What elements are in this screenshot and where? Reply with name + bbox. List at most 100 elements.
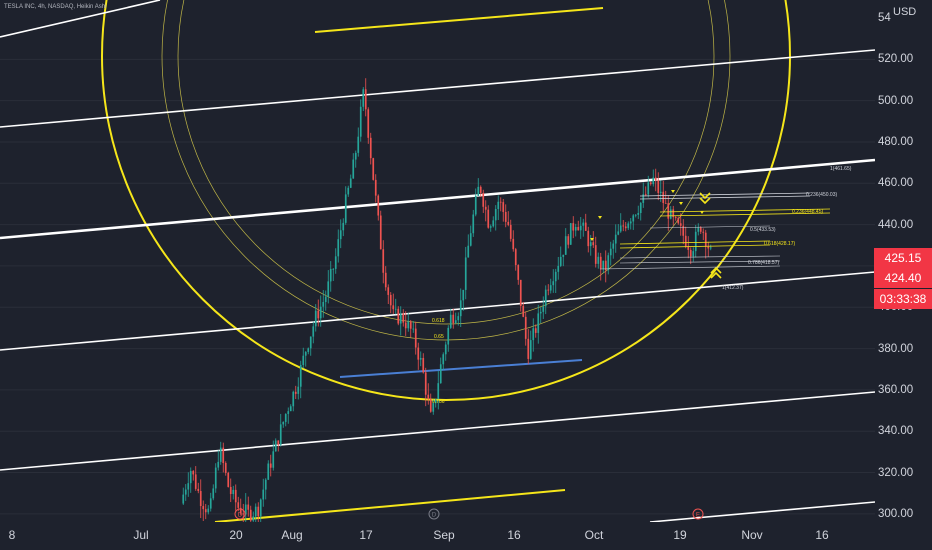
candle-body: [514, 249, 517, 266]
fib-level-line[interactable]: [619, 244, 771, 249]
fib-retracement[interactable]: [599, 192, 831, 270]
candle-body: [589, 242, 592, 247]
trendline-5[interactable]: [649, 501, 875, 522]
grid-lines: [0, 58, 875, 515]
candle-body: [402, 313, 405, 323]
candle-body: [322, 301, 325, 307]
candle-body: [404, 322, 407, 329]
candle-body: [279, 424, 282, 445]
candle-body: [192, 470, 195, 475]
candle-body: [397, 308, 400, 324]
candle-body: [539, 311, 542, 314]
candle-body: [697, 227, 700, 232]
fib-level-line[interactable]: [619, 255, 781, 259]
fib-level-line[interactable]: [619, 260, 781, 264]
candle-body: [194, 474, 197, 489]
candle-body: [222, 447, 225, 464]
fib-level-line[interactable]: [599, 265, 781, 270]
candle-body: [644, 194, 647, 196]
candle-body: [669, 209, 672, 219]
candle-body: [259, 499, 262, 517]
fib-circle-inner-2[interactable]: [177, 0, 715, 325]
bar-countdown-badge: 03:33:38: [874, 289, 932, 309]
candle-body: [699, 227, 702, 232]
candle-body: [422, 357, 425, 373]
fib-level-line[interactable]: [659, 208, 831, 213]
blue-trendline[interactable]: [339, 359, 583, 378]
time-tick-label: Nov: [741, 528, 763, 542]
candle-body: [634, 214, 637, 216]
trendline-top[interactable]: [0, 0, 161, 38]
candle-body: [324, 296, 327, 302]
candle-body: [599, 256, 602, 270]
fib-label: 0.65: [434, 334, 444, 340]
candle-body: [444, 344, 447, 355]
candle-body: [419, 357, 422, 360]
candle-body: [304, 351, 307, 356]
candle-body: [632, 215, 635, 222]
trendline-3[interactable]: [0, 271, 875, 351]
trendline-4[interactable]: [0, 391, 875, 471]
candle-body: [537, 313, 540, 333]
candle-body: [609, 248, 612, 256]
candle-body: [602, 260, 605, 270]
candle-body: [567, 236, 570, 245]
event-markers[interactable]: D D E: [234, 508, 704, 520]
candle-body: [432, 403, 435, 412]
fib-level-line[interactable]: [649, 225, 771, 229]
trendline-1[interactable]: [0, 49, 875, 128]
yellow-trendlines[interactable]: [214, 7, 604, 522]
candle-body: [459, 300, 462, 317]
candle-body: [377, 195, 380, 216]
candle-body: [237, 502, 240, 508]
event-marker-icon[interactable]: [234, 508, 246, 520]
candle-body: [319, 306, 322, 319]
candle-body: [472, 214, 475, 234]
candle-body: [187, 483, 190, 490]
triangle-down-icon: [590, 238, 594, 241]
fib-level-line[interactable]: [619, 240, 771, 245]
candle-body: [647, 182, 650, 195]
yellow-line-top[interactable]: [314, 7, 604, 33]
event-marker-icon[interactable]: [428, 508, 440, 520]
candle-body: [387, 287, 390, 295]
fib-circle-inner[interactable]: [161, 0, 731, 341]
candle-body: [307, 348, 310, 352]
candle-body: [274, 440, 277, 452]
candle-body: [292, 391, 295, 407]
candle-body: [564, 236, 567, 255]
candle-body: [637, 213, 640, 215]
candle-body: [287, 411, 290, 414]
fib-label: 0.236(448.45): [792, 209, 823, 215]
fib-circle-outer[interactable]: [101, 0, 791, 401]
candle-body: [284, 413, 287, 422]
candle-body: [452, 314, 455, 323]
trendline-2[interactable]: [0, 158, 875, 240]
candle-body: [204, 509, 207, 513]
candle-body: [469, 233, 472, 246]
yellow-line-bottom[interactable]: [214, 489, 566, 522]
trend-channel[interactable]: [0, 0, 875, 522]
symbol-title[interactable]: TESLA INC, 4h, NASDAQ, Heikin Ashi: [4, 4, 107, 10]
fib-level-line[interactable]: [659, 212, 831, 217]
candle-body: [479, 186, 482, 193]
fib-level-line[interactable]: [639, 195, 811, 200]
candle-body: [519, 279, 522, 306]
candle-body: [657, 180, 660, 193]
candle-body: [562, 254, 565, 257]
candle-body: [347, 187, 350, 195]
candle-body: [569, 223, 572, 245]
fib-level-line[interactable]: [639, 192, 811, 197]
candle-body: [679, 223, 682, 226]
candle-body: [549, 285, 552, 291]
candle-body: [527, 338, 530, 359]
event-marker-icon[interactable]: [692, 508, 704, 520]
candle-body: [497, 201, 500, 209]
time-axis[interactable]: [0, 522, 932, 550]
triangle-down-icon: [700, 211, 704, 214]
candle-body: [369, 137, 372, 159]
fib-circles[interactable]: [101, 0, 791, 401]
fib-label: 0.786: [432, 399, 445, 405]
